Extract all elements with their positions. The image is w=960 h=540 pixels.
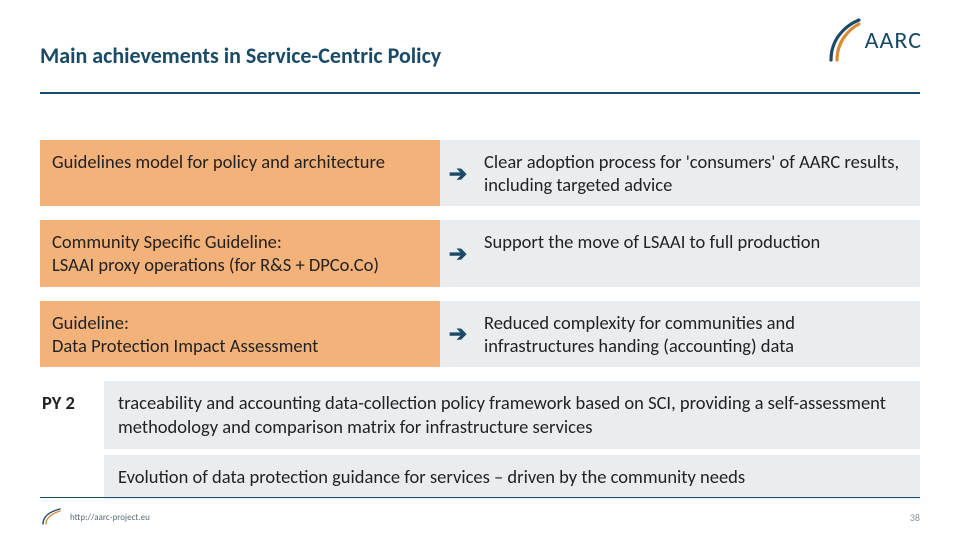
content-area: Guidelines model for policy and architec… bbox=[40, 140, 920, 505]
achievement-left: Community Specific Guideline: LSAAI prox… bbox=[40, 220, 440, 286]
footer: http://aarc-project.eu 38 bbox=[40, 508, 920, 526]
title-underline bbox=[40, 92, 920, 94]
py2-item: Evolution of data protection guidance fo… bbox=[104, 455, 920, 499]
footer-url: http://aarc-project.eu bbox=[70, 512, 150, 523]
brand-logo: AARC bbox=[825, 18, 922, 62]
achievement-left: Guidelines model for policy and architec… bbox=[40, 140, 440, 206]
arrow-icon: ➔ bbox=[440, 220, 476, 286]
achievement-left: Guideline: Data Protection Impact Assess… bbox=[40, 301, 440, 367]
py2-label: PY 2 bbox=[40, 381, 104, 505]
aarc-arc-icon bbox=[40, 508, 62, 526]
achievement-right: Clear adoption process for 'consumers' o… bbox=[476, 140, 920, 206]
title-bar: Main achievements in Service-Centric Pol… bbox=[40, 42, 920, 69]
py2-section: PY 2 traceability and accounting data-co… bbox=[40, 381, 920, 505]
slide: Main achievements in Service-Centric Pol… bbox=[0, 0, 960, 540]
slide-number: 38 bbox=[910, 511, 920, 524]
footer-rule bbox=[40, 497, 920, 498]
arrow-icon: ➔ bbox=[440, 140, 476, 206]
achievement-row: Guideline: Data Protection Impact Assess… bbox=[40, 301, 920, 367]
aarc-arc-icon bbox=[825, 18, 861, 62]
achievement-right: Reduced complexity for communities and i… bbox=[476, 301, 920, 367]
achievement-row: Guidelines model for policy and architec… bbox=[40, 140, 920, 206]
brand-text: AARC bbox=[865, 26, 922, 55]
slide-title: Main achievements in Service-Centric Pol… bbox=[40, 42, 441, 69]
py2-body: traceability and accounting data-collect… bbox=[104, 381, 920, 505]
achievement-right: Support the move of LSAAI to full produc… bbox=[476, 220, 920, 286]
py2-item: traceability and accounting data-collect… bbox=[104, 381, 920, 449]
footer-left: http://aarc-project.eu bbox=[40, 508, 150, 526]
arrow-icon: ➔ bbox=[440, 301, 476, 367]
achievement-row: Community Specific Guideline: LSAAI prox… bbox=[40, 220, 920, 286]
